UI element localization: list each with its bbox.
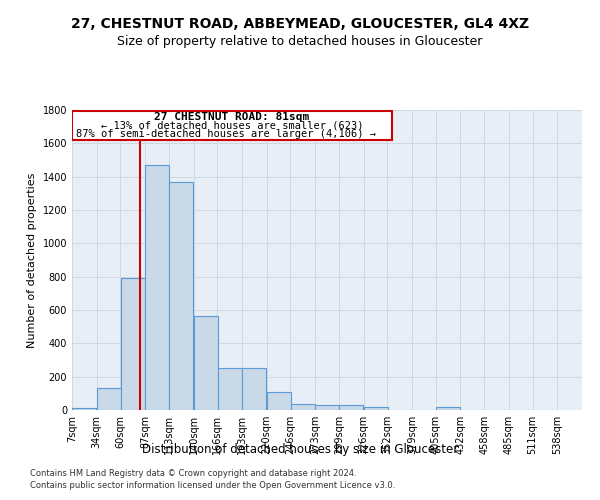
Text: Contains HM Land Registry data © Crown copyright and database right 2024.: Contains HM Land Registry data © Crown c…: [30, 468, 356, 477]
Text: Contains public sector information licensed under the Open Government Licence v3: Contains public sector information licen…: [30, 481, 395, 490]
Bar: [169, 182, 193, 410]
Text: 27 CHESTNUT ROAD: 81sqm: 27 CHESTNUT ROAD: 81sqm: [154, 112, 310, 122]
Bar: [121, 278, 145, 410]
Bar: [316, 405, 340, 410]
Bar: [436, 406, 460, 410]
Text: 87% of semi-detached houses are larger (4,106) →: 87% of semi-detached houses are larger (…: [76, 128, 376, 138]
Y-axis label: Number of detached properties: Number of detached properties: [27, 172, 37, 348]
Bar: [339, 405, 363, 410]
Bar: [218, 368, 242, 410]
Text: Size of property relative to detached houses in Gloucester: Size of property relative to detached ho…: [118, 35, 482, 48]
Bar: [97, 388, 121, 410]
Bar: [291, 404, 315, 410]
Bar: [267, 392, 291, 410]
Text: Distribution of detached houses by size in Gloucester: Distribution of detached houses by size …: [142, 442, 458, 456]
Bar: [73, 408, 97, 410]
Bar: [364, 406, 388, 410]
Bar: [145, 165, 169, 410]
Text: ← 13% of detached houses are smaller (623): ← 13% of detached houses are smaller (62…: [101, 120, 363, 130]
Bar: [194, 316, 218, 410]
Text: 27, CHESTNUT ROAD, ABBEYMEAD, GLOUCESTER, GL4 4XZ: 27, CHESTNUT ROAD, ABBEYMEAD, GLOUCESTER…: [71, 18, 529, 32]
Bar: [242, 368, 266, 410]
FancyBboxPatch shape: [72, 111, 392, 140]
